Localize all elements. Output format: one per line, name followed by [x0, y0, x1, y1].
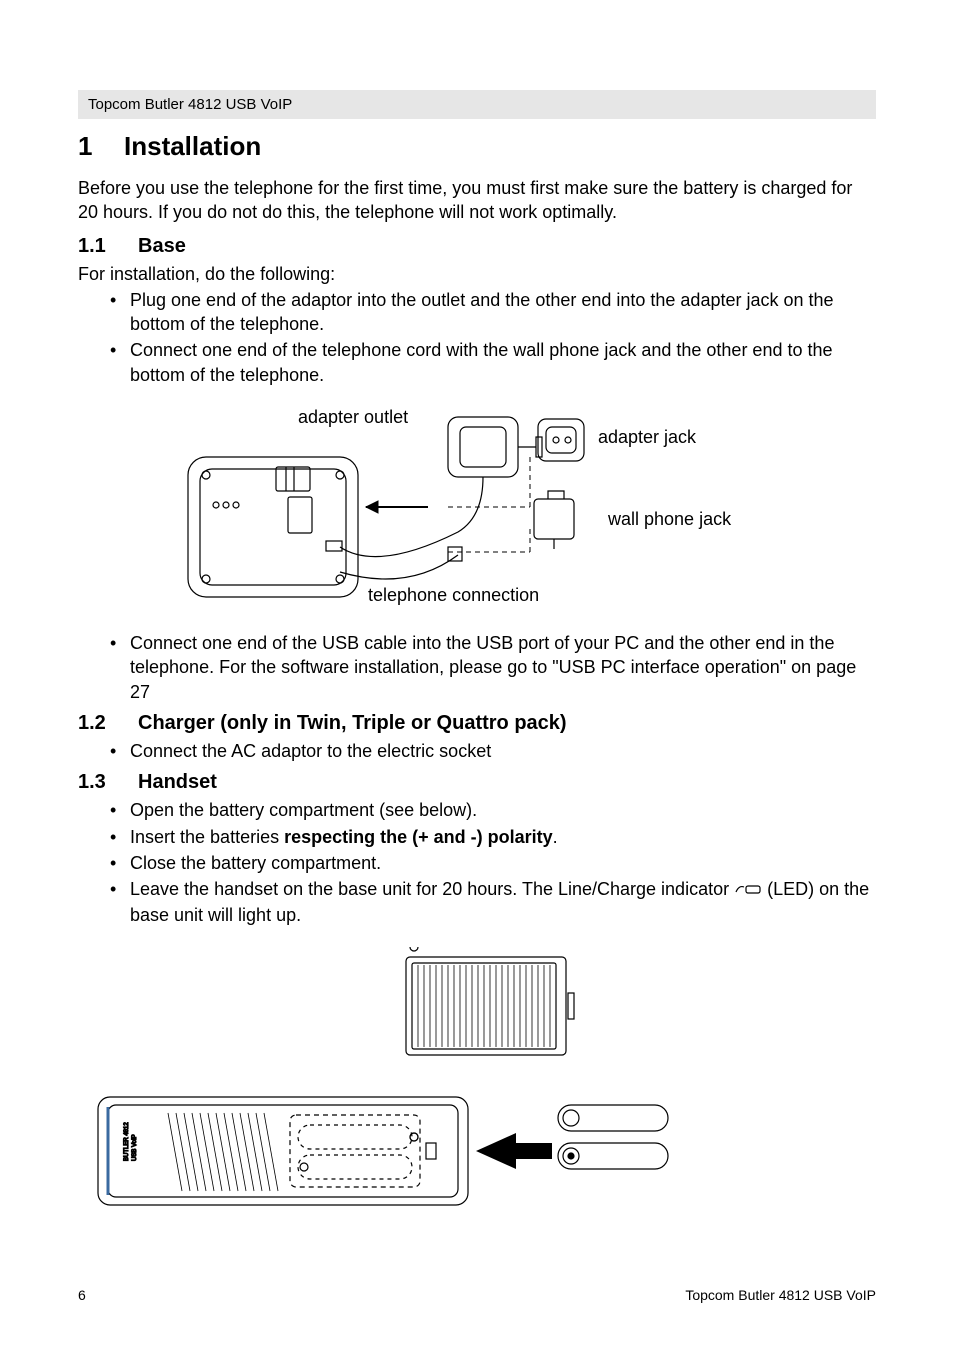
- sub-1-2: 1.2Charger (only in Twin, Triple or Quat…: [78, 712, 876, 735]
- intro-paragraph: Before you use the telephone for the fir…: [78, 176, 876, 225]
- label-wall-phone-jack: wall phone jack: [608, 509, 731, 530]
- footer-product: Topcom Butler 4812 USB VoIP: [685, 1287, 876, 1303]
- handset-battery-diagram: BUTLER 4812 USB VoIP: [78, 947, 876, 1247]
- text-run: Insert the batteries: [130, 827, 284, 847]
- s11-lead: For installation, do the following:: [78, 262, 876, 286]
- diagram2-svg: BUTLER 4812 USB VoIP: [78, 947, 878, 1247]
- sub-1-1: 1.1Base: [78, 235, 876, 258]
- list-item: Open the battery compartment (see below)…: [110, 798, 876, 822]
- diagram-svg: [78, 397, 878, 617]
- section-name: Installation: [124, 131, 261, 161]
- list-item: Insert the batteries respecting the (+ a…: [110, 825, 876, 849]
- s11-after-list: Connect one end of the USB cable into th…: [78, 631, 876, 704]
- text-bold: respecting the (+ and -) polarity: [284, 827, 553, 847]
- section-title: 1Installation: [78, 131, 876, 162]
- list-item: Connect one end of the telephone cord wi…: [110, 338, 876, 387]
- led-indicator-icon: [734, 878, 762, 902]
- sub-1-3-num: 1.3: [78, 771, 138, 794]
- s13-list: Open the battery compartment (see below)…: [78, 798, 876, 927]
- section-num: 1: [78, 131, 124, 162]
- s11-list: Plug one end of the adaptor into the out…: [78, 288, 876, 387]
- sub-1-2-title: Charger (only in Twin, Triple or Quattro…: [138, 712, 567, 734]
- sub-1-1-title: Base: [138, 235, 186, 257]
- page-footer: 6 Topcom Butler 4812 USB VoIP: [78, 1287, 876, 1303]
- text-run: Leave the handset on the base unit for 2…: [130, 879, 734, 899]
- list-item: Leave the handset on the base unit for 2…: [110, 877, 876, 927]
- header-product: Topcom Butler 4812 USB VoIP: [88, 96, 292, 113]
- list-item: Plug one end of the adaptor into the out…: [110, 288, 876, 337]
- list-item: Connect the AC adaptor to the electric s…: [110, 739, 876, 763]
- list-item: Close the battery compartment.: [110, 851, 876, 875]
- header-band: Topcom Butler 4812 USB VoIP: [78, 90, 876, 119]
- label-telephone-connection: telephone connection: [368, 585, 539, 606]
- svg-text:USB VoIP: USB VoIP: [132, 1134, 138, 1161]
- text-run: .: [553, 827, 558, 847]
- s12-list: Connect the AC adaptor to the electric s…: [78, 739, 876, 763]
- label-adapter-jack: adapter jack: [598, 427, 696, 448]
- sub-1-2-num: 1.2: [78, 712, 138, 735]
- svg-text:BUTLER 4812: BUTLER 4812: [124, 1121, 130, 1160]
- sub-1-3: 1.3Handset: [78, 771, 876, 794]
- base-connection-diagram: adapter outlet adapter jack wall phone j…: [78, 397, 876, 617]
- page-number: 6: [78, 1287, 86, 1303]
- sub-1-1-num: 1.1: [78, 235, 138, 258]
- sub-1-3-title: Handset: [138, 771, 217, 793]
- label-adapter-outlet: adapter outlet: [298, 407, 408, 428]
- list-item: Connect one end of the USB cable into th…: [110, 631, 876, 704]
